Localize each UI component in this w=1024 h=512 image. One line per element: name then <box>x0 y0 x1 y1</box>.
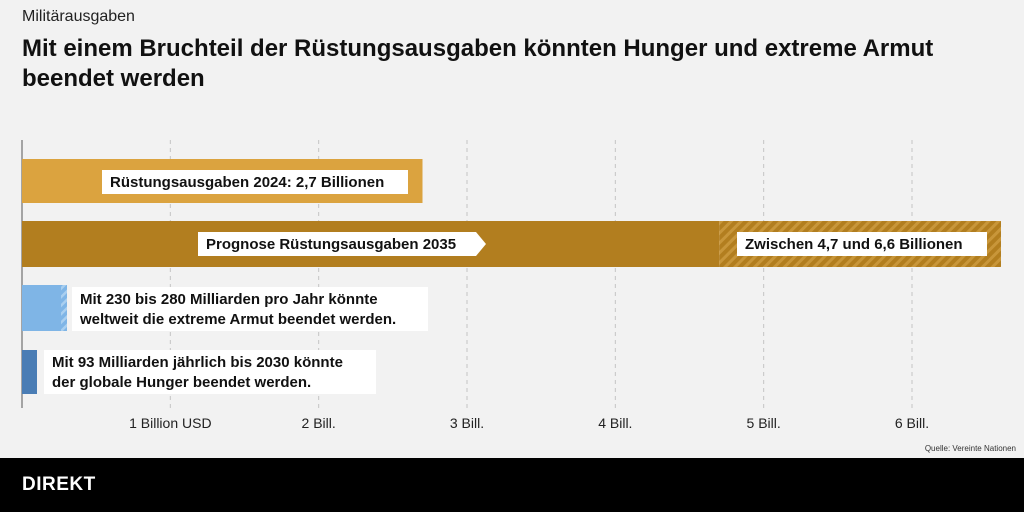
bar-armut <box>22 285 61 331</box>
x-tick-label: 4 Bill. <box>598 415 632 431</box>
bar-armut-range <box>61 285 67 331</box>
chart-kicker: Militärausgaben <box>22 8 135 25</box>
source-note: Quelle: Vereinte Nationen <box>924 444 1016 453</box>
label-box <box>198 232 486 256</box>
bar-label-text: der globale Hunger beendet werden. <box>52 374 311 391</box>
bar-label-text: Mit 93 Milliarden jährlich bis 2030 könn… <box>52 354 343 371</box>
bar-label-text: Rüstungsausgaben 2024: 2,7 Billionen <box>110 174 384 191</box>
label-ruestung-2024: Rüstungsausgaben 2024: 2,7 Billionen <box>102 170 408 194</box>
label-hunger: Mit 93 Milliarden jährlich bis 2030 könn… <box>44 350 376 394</box>
bar-label-text: Mit 230 bis 280 Milliarden pro Jahr könn… <box>80 291 378 308</box>
x-tick-label: 1 Billion USD <box>129 415 211 431</box>
footer-bar: DIREKT <box>0 458 1024 512</box>
bar-chart: Rüstungsausgaben 2024: 2,7 Billionen Prog… <box>21 140 1001 431</box>
label-prognose-range: Zwischen 4,7 und 6,6 Billionen <box>737 232 987 256</box>
chart-title: Mit einem Bruchteil der Rüstungsausgaben… <box>22 35 934 92</box>
label-prognose-2035: Prognose Rüstungsausgaben 2035 <box>198 232 486 256</box>
x-tick-label: 2 Bill. <box>302 415 336 431</box>
x-tick-label: 5 Bill. <box>747 415 781 431</box>
label-box <box>72 287 428 331</box>
x-tick-label: 3 Bill. <box>450 415 484 431</box>
bar-hunger <box>22 350 37 394</box>
brand-logo: DIREKT <box>22 474 96 495</box>
label-box <box>737 232 987 256</box>
label-armut: Mit 230 bis 280 Milliarden pro Jahr könn… <box>72 287 428 331</box>
label-box <box>44 350 376 394</box>
x-tick-label: 6 Bill. <box>895 415 929 431</box>
label-box <box>102 170 408 194</box>
bar-label-text: Zwischen 4,7 und 6,6 Billionen <box>745 236 963 253</box>
bar-label-text: Prognose Rüstungsausgaben 2035 <box>206 236 456 253</box>
bar-label-text: weltweit die extreme Armut beendet werde… <box>79 311 396 328</box>
